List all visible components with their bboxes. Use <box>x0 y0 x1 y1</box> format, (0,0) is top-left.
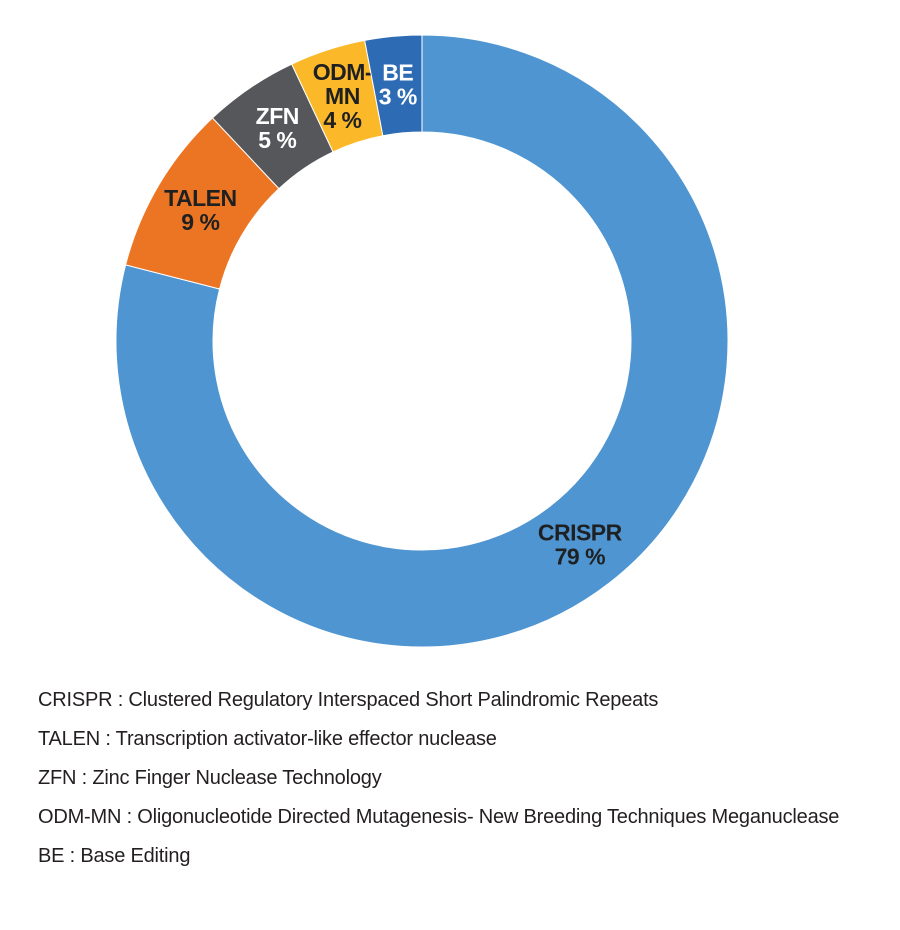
slice-label-be: BE 3 % <box>379 60 417 110</box>
glossary-line-talen: TALEN : Transcription activator-like eff… <box>38 728 497 750</box>
infographic-page: CRISPR 79 % TALEN 9 % ZFN 5 % ODM-MN 4 % BE 3 % C… <box>0 34 900 876</box>
slice-label-crispr: CRISPR 79 % <box>538 519 623 569</box>
glossary-line-odm-mn: ODM-MN : Oligonucleotide Directed Mutage… <box>38 806 840 828</box>
slice-be <box>364 34 423 137</box>
slice-label-talen: TALEN 9 % <box>164 185 236 235</box>
glossary-line-crispr: CRISPR : Clustered Regulatory Interspace… <box>38 689 659 711</box>
slice-crispr <box>115 34 729 648</box>
slice-label-zfn: ZFN 5 % <box>256 103 299 153</box>
glossary-line-be: BE : Base Editing <box>38 845 191 867</box>
donut-chart: CRISPR 79 % TALEN 9 % ZFN 5 % ODM-MN 4 %BE 3 % <box>115 34 729 648</box>
glossary: CRISPR : Clustered Regulatory Interspace… <box>0 681 900 876</box>
glossary-line-zfn: ZFN : Zinc Finger Nuclease Technology <box>38 767 382 789</box>
slice-label-odm-mn: ODM-MN 4 % <box>313 59 372 133</box>
